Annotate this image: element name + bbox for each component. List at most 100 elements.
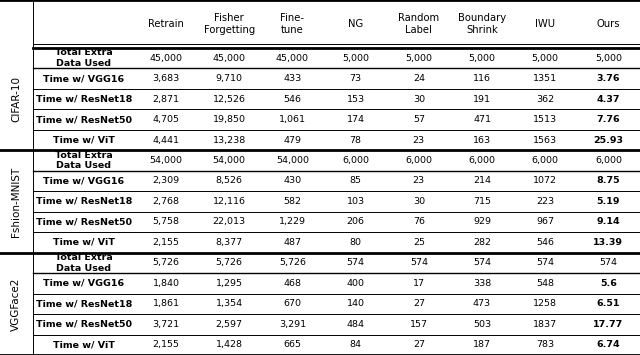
Text: 3.76: 3.76 — [596, 74, 620, 83]
Text: 23: 23 — [413, 136, 425, 144]
Text: 22,013: 22,013 — [212, 217, 246, 226]
Text: 433: 433 — [284, 74, 301, 83]
Text: 73: 73 — [349, 74, 362, 83]
Text: 1,861: 1,861 — [152, 299, 179, 308]
Text: 1,229: 1,229 — [279, 217, 306, 226]
Text: 715: 715 — [473, 197, 491, 206]
Text: 487: 487 — [284, 238, 301, 247]
Text: 206: 206 — [347, 217, 365, 226]
Text: 140: 140 — [347, 299, 365, 308]
Text: 5,726: 5,726 — [216, 258, 243, 267]
Text: 9.14: 9.14 — [596, 217, 620, 226]
Text: 54,000: 54,000 — [150, 156, 182, 165]
Text: 2,597: 2,597 — [216, 320, 243, 329]
Text: 1,840: 1,840 — [152, 279, 179, 288]
Text: 23: 23 — [413, 176, 425, 186]
Text: Time w/ VGG16: Time w/ VGG16 — [44, 279, 124, 288]
Text: Time w/ ViT: Time w/ ViT — [53, 238, 115, 247]
Text: 2,871: 2,871 — [152, 94, 179, 104]
Text: Time w/ ViT: Time w/ ViT — [53, 136, 115, 144]
Text: 57: 57 — [413, 115, 425, 124]
Text: Time w/ ResNet18: Time w/ ResNet18 — [36, 197, 132, 206]
Text: 25.93: 25.93 — [593, 136, 623, 144]
Text: 574: 574 — [473, 258, 491, 267]
Text: 5,726: 5,726 — [152, 258, 179, 267]
Text: 30: 30 — [413, 197, 425, 206]
Text: 484: 484 — [347, 320, 365, 329]
Text: 8.75: 8.75 — [596, 176, 620, 186]
Text: 546: 546 — [284, 94, 301, 104]
Text: 30: 30 — [413, 94, 425, 104]
Text: Total Extra
Data Used: Total Extra Data Used — [55, 253, 113, 273]
Text: 191: 191 — [473, 94, 491, 104]
Text: 2,309: 2,309 — [152, 176, 180, 186]
Text: NG: NG — [348, 19, 364, 29]
Text: Boundary
Shrink: Boundary Shrink — [458, 13, 506, 35]
Text: 1563: 1563 — [533, 136, 557, 144]
Text: 7.76: 7.76 — [596, 115, 620, 124]
Text: 8,377: 8,377 — [216, 238, 243, 247]
Text: 6,000: 6,000 — [595, 156, 622, 165]
Text: 45,000: 45,000 — [212, 54, 246, 63]
Text: 13.39: 13.39 — [593, 238, 623, 247]
Text: 1072: 1072 — [533, 176, 557, 186]
Text: 1513: 1513 — [533, 115, 557, 124]
Text: 338: 338 — [473, 279, 491, 288]
Text: 582: 582 — [284, 197, 301, 206]
Text: 5,726: 5,726 — [279, 258, 306, 267]
Text: 783: 783 — [536, 340, 554, 349]
Text: Fshion-MNIST: Fshion-MNIST — [11, 166, 21, 236]
Text: 574: 574 — [600, 258, 618, 267]
Text: CIFAR-10: CIFAR-10 — [11, 76, 21, 122]
Text: 163: 163 — [473, 136, 491, 144]
Text: 6.74: 6.74 — [596, 340, 620, 349]
Text: 362: 362 — [536, 94, 554, 104]
Text: 574: 574 — [410, 258, 428, 267]
Text: Time w/ ViT: Time w/ ViT — [53, 340, 115, 349]
Text: 479: 479 — [284, 136, 301, 144]
Text: 6.51: 6.51 — [596, 299, 620, 308]
Text: 116: 116 — [473, 74, 491, 83]
Text: 214: 214 — [473, 176, 491, 186]
Text: 5,000: 5,000 — [468, 54, 495, 63]
Text: 223: 223 — [536, 197, 554, 206]
Text: 153: 153 — [346, 94, 365, 104]
Text: 2,768: 2,768 — [152, 197, 179, 206]
Text: 1,428: 1,428 — [216, 340, 243, 349]
Text: 5.6: 5.6 — [600, 279, 617, 288]
Text: Ours: Ours — [596, 19, 620, 29]
Text: Random
Label: Random Label — [398, 13, 440, 35]
Text: 574: 574 — [347, 258, 365, 267]
Text: 471: 471 — [473, 115, 491, 124]
Text: 1,061: 1,061 — [279, 115, 306, 124]
Text: 665: 665 — [284, 340, 301, 349]
Text: 473: 473 — [473, 299, 491, 308]
Text: 503: 503 — [473, 320, 491, 329]
Text: 574: 574 — [536, 258, 554, 267]
Text: 84: 84 — [349, 340, 362, 349]
Text: Total Extra
Data Used: Total Extra Data Used — [55, 49, 113, 68]
Text: 282: 282 — [473, 238, 491, 247]
Text: 4,705: 4,705 — [152, 115, 179, 124]
Text: 54,000: 54,000 — [276, 156, 309, 165]
Text: 6,000: 6,000 — [468, 156, 495, 165]
Text: 5,000: 5,000 — [405, 54, 432, 63]
Text: 4.37: 4.37 — [596, 94, 620, 104]
Text: 24: 24 — [413, 74, 425, 83]
Text: 54,000: 54,000 — [212, 156, 246, 165]
Text: 6,000: 6,000 — [532, 156, 559, 165]
Text: 157: 157 — [410, 320, 428, 329]
Text: 5,000: 5,000 — [532, 54, 559, 63]
Text: 6,000: 6,000 — [405, 156, 432, 165]
Text: Time w/ ResNet18: Time w/ ResNet18 — [36, 299, 132, 308]
Text: Retrain: Retrain — [148, 19, 184, 29]
Text: 548: 548 — [536, 279, 554, 288]
Text: 400: 400 — [347, 279, 365, 288]
Text: 19,850: 19,850 — [212, 115, 246, 124]
Text: 76: 76 — [413, 217, 425, 226]
Text: 45,000: 45,000 — [276, 54, 309, 63]
Text: 430: 430 — [284, 176, 301, 186]
Text: 174: 174 — [347, 115, 365, 124]
Text: 17: 17 — [413, 279, 425, 288]
Text: 8,526: 8,526 — [216, 176, 243, 186]
